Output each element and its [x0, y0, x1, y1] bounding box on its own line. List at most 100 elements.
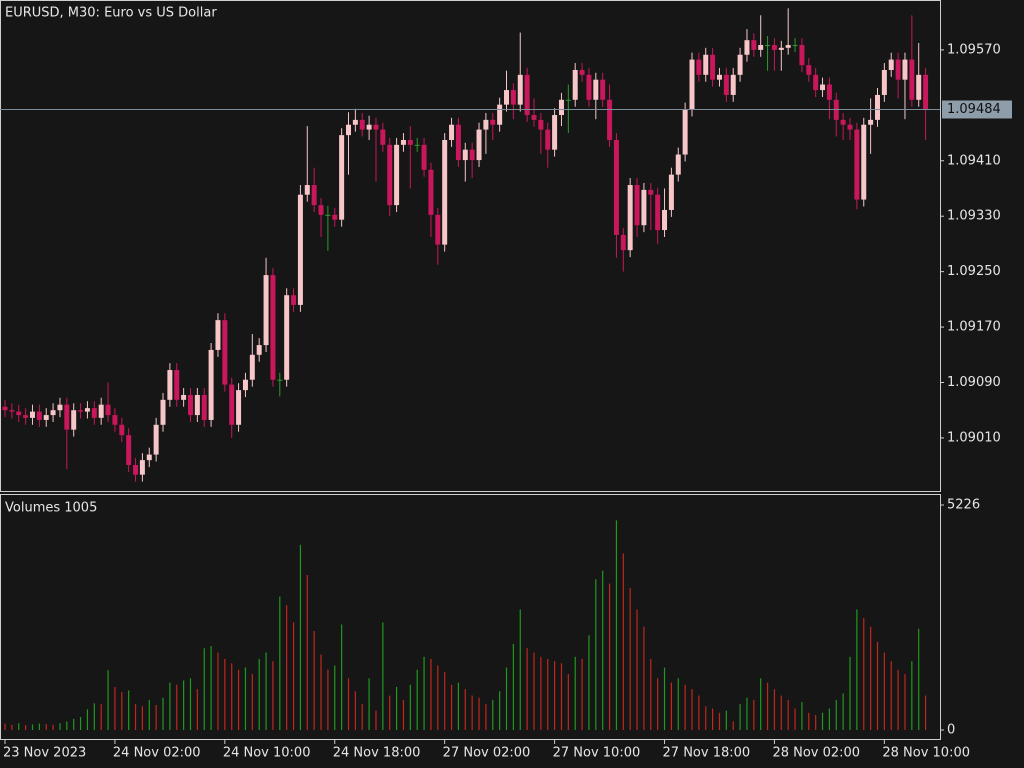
candle-body	[497, 104, 503, 125]
candle-body	[318, 205, 324, 215]
candle-body	[325, 214, 331, 216]
candle-body	[346, 124, 351, 136]
x-tick-label: 27 Nov 02:00	[443, 746, 531, 761]
candle-body	[71, 410, 77, 430]
candle-body	[881, 69, 887, 95]
candle-body	[641, 189, 647, 226]
candle-body	[263, 275, 269, 346]
candle-body	[607, 99, 613, 140]
candle-body	[98, 404, 104, 418]
candle-body	[421, 144, 427, 170]
y-tick-label: 1.09170	[947, 320, 1001, 335]
x-tick-label: 24 Nov 18:00	[333, 746, 421, 761]
candle-body	[552, 115, 558, 150]
candle-body	[730, 74, 736, 95]
candle-body	[909, 59, 915, 100]
candle-body	[407, 139, 413, 145]
candle-body	[126, 435, 132, 465]
candle-body	[352, 119, 358, 125]
candle-body	[751, 40, 757, 50]
y-tick-label: 1.09250	[947, 264, 1001, 279]
candle-body	[634, 185, 640, 226]
candle-body	[160, 399, 166, 425]
candle-body	[469, 149, 475, 161]
candle-body	[242, 379, 248, 391]
candle-body	[538, 119, 544, 130]
candle-body	[565, 99, 571, 101]
candle-body	[112, 415, 118, 425]
candle-body	[572, 69, 578, 100]
candle-body	[723, 74, 729, 95]
candle-body	[167, 370, 173, 400]
y-tick-label: 1.09570	[947, 42, 1001, 57]
y-tick-label: 5226	[947, 498, 980, 513]
candle-body	[194, 394, 200, 416]
candle-body	[902, 59, 908, 80]
x-tick-label: 27 Nov 10:00	[553, 746, 641, 761]
candle-body	[916, 74, 922, 100]
candle-body	[847, 124, 853, 130]
candle-body	[277, 379, 283, 381]
candle-body	[593, 79, 599, 100]
candle-body	[490, 119, 496, 125]
candle-body	[428, 169, 434, 215]
candle-body	[517, 74, 523, 105]
x-tick-label: 27 Nov 18:00	[663, 746, 751, 761]
y-tick-label: 1.09010	[947, 430, 1001, 445]
candle-body	[806, 65, 812, 75]
candle-body	[208, 349, 214, 420]
x-tick-label: 24 Nov 10:00	[223, 746, 311, 761]
candle-body	[476, 129, 482, 161]
candle-body	[826, 84, 832, 100]
candle-body	[215, 320, 221, 350]
candle-body	[311, 185, 317, 206]
candle-body	[744, 40, 750, 55]
candle-body	[139, 460, 145, 475]
candle-body	[510, 90, 516, 105]
candle-body	[9, 410, 15, 412]
candle-body	[249, 354, 255, 380]
candle-body	[785, 45, 791, 48]
x-tick-label: 28 Nov 02:00	[772, 746, 860, 761]
candle-body	[703, 54, 709, 75]
candle-body	[394, 144, 400, 206]
current-price-label: 1.09484	[947, 102, 1001, 117]
candle-body	[236, 390, 242, 425]
candle-body	[545, 129, 551, 150]
candle-body	[861, 124, 867, 200]
candle-body	[256, 345, 262, 355]
y-tick-label: 1.09410	[947, 153, 1001, 168]
candle-body	[64, 404, 70, 430]
candle-body	[662, 209, 668, 231]
candle-body	[655, 194, 661, 231]
candle-body	[414, 144, 420, 146]
candle-body	[820, 84, 826, 91]
candle-body	[716, 74, 722, 80]
candle-body	[668, 174, 674, 210]
candle-body	[43, 415, 49, 420]
candle-body	[449, 124, 455, 140]
candle-body	[304, 185, 310, 195]
candle-body	[29, 411, 35, 418]
candle-body	[455, 124, 461, 161]
candle-body	[613, 139, 619, 235]
candle-body	[648, 189, 654, 195]
candle-body	[36, 411, 42, 420]
candle-body	[778, 47, 784, 50]
candle-body	[297, 194, 303, 305]
candle-body	[627, 185, 633, 251]
candle-body	[16, 411, 22, 416]
price-panel-frame	[0, 0, 941, 492]
volume-title: Volumes 1005	[5, 501, 97, 516]
candle-body	[923, 74, 929, 110]
candle-body	[874, 94, 880, 120]
candle-body	[586, 74, 592, 100]
candle-body	[133, 464, 139, 475]
candle-body	[689, 59, 695, 110]
candle-body	[895, 59, 901, 80]
candle-body	[387, 144, 393, 206]
candle-body	[737, 54, 743, 75]
x-tick-label: 23 Nov 2023	[3, 746, 86, 761]
